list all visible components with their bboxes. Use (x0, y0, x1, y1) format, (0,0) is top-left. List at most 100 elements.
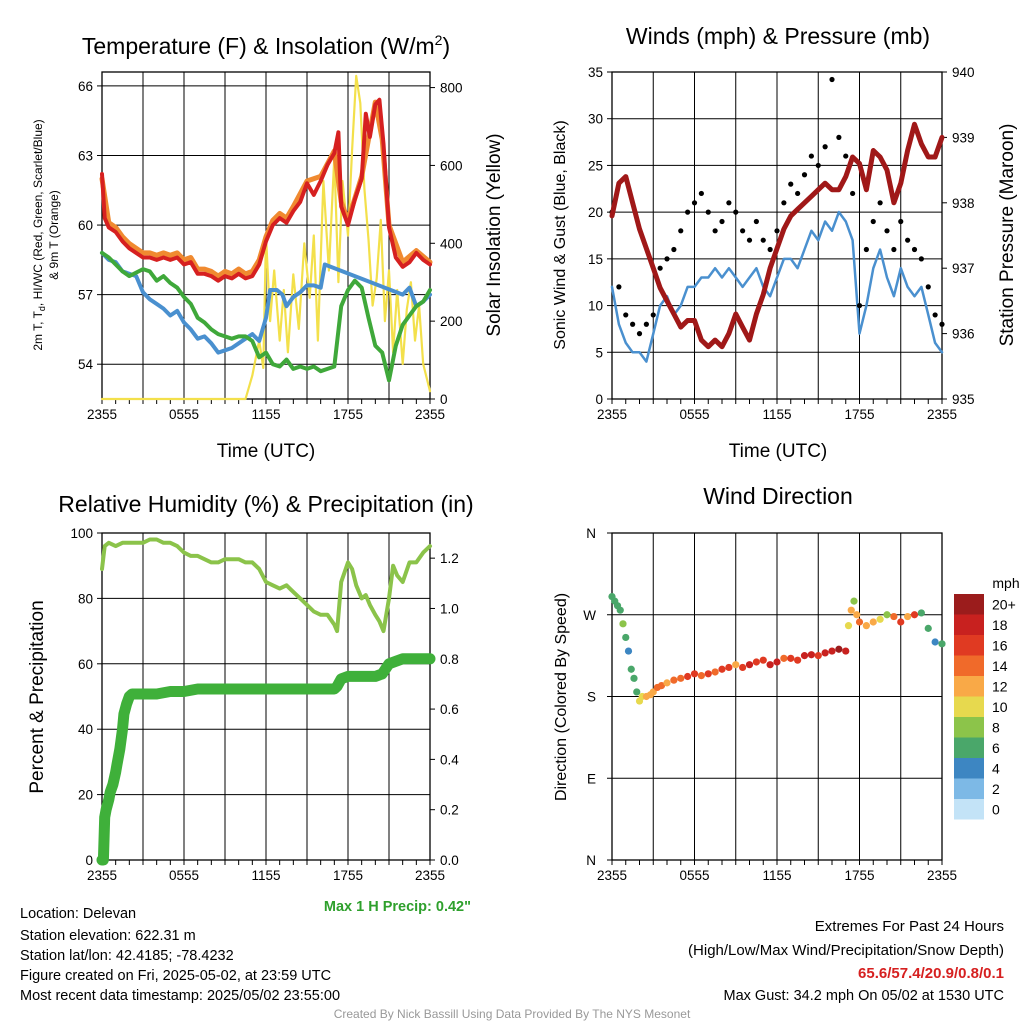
wind-gust-point (685, 209, 691, 215)
dir-point (663, 679, 671, 687)
wind-gust-point (719, 218, 725, 225)
rh-ytick-label: 40 (78, 722, 93, 737)
temp-ytick-label: 54 (78, 357, 94, 372)
wind-gust-point (836, 134, 842, 140)
colorbar-swatch (954, 696, 984, 717)
dir-ytick-label: S (587, 690, 596, 705)
dir-point (780, 654, 788, 662)
wind-y2tick-label: 936 (952, 327, 975, 342)
dir-point (725, 663, 733, 672)
colorbar-title: mph (992, 575, 1019, 591)
dir-point (910, 611, 919, 619)
wind-gust-point (636, 331, 643, 337)
colorbar-swatch (954, 614, 984, 635)
dir-point (619, 620, 627, 628)
temp-y2tick-label: 0 (440, 392, 448, 407)
colorbar-swatch (954, 778, 984, 799)
colorbar-swatch (954, 635, 984, 656)
wind-gust-point (822, 144, 828, 150)
wind-gust-point (767, 246, 773, 253)
wind-gust-point (643, 321, 649, 327)
dir-point (853, 611, 861, 619)
dir-ytick-label: N (586, 853, 596, 868)
rh-ylabel: Percent & Precipitation (27, 600, 48, 793)
temp-series-red (100, 97, 432, 283)
dir-point (787, 654, 795, 662)
colorbar-label: 2 (992, 781, 1000, 797)
dir-point (821, 649, 829, 657)
wind-gust-point (911, 246, 918, 253)
wind-gust-point (623, 312, 629, 318)
wind-ytick-label: 15 (588, 252, 603, 267)
colorbar-swatch (954, 594, 984, 615)
temp-y2tick-label: 400 (440, 236, 463, 251)
temp-xlabel: Time (UTC) (217, 441, 316, 462)
wind-gust-point (630, 321, 636, 327)
wind-gust-point (898, 218, 904, 225)
temp-series-yellow (100, 74, 432, 401)
wind-y2label: Station Pressure (Maroon) (997, 124, 1018, 347)
rh-series-precip (96, 653, 436, 866)
extremes-legend: (High/Low/Max Wind/Precipitation/Snow De… (688, 942, 1004, 959)
dir-point (855, 618, 864, 626)
dir-point (616, 606, 624, 614)
wind-gust-point (671, 246, 677, 253)
rh-y2tick-label: 0.8 (440, 652, 459, 667)
colorbar-label: 0 (992, 801, 1000, 817)
wind-xlabel: Time (UTC) (729, 441, 828, 462)
temp-ytick-label: 63 (78, 148, 93, 163)
temp-xtick-label: 0555 (169, 407, 199, 422)
wind-xtick-label: 2355 (927, 407, 957, 422)
wind-gust-point (650, 312, 656, 318)
wind-gust-point (925, 284, 931, 290)
temp-y2tick-label: 800 (440, 81, 463, 96)
dir-point (773, 658, 781, 666)
wind-gust-point (843, 153, 849, 159)
dir-point (690, 670, 699, 678)
wind-ytick-label: 0 (595, 392, 603, 407)
dir-ytick-label: W (583, 608, 596, 623)
wind-chart-title: Winds (mph) & Pressure (mb) (626, 23, 930, 49)
wind-y2tick-label: 939 (952, 130, 975, 145)
rh-y2tick-label: 0.0 (440, 853, 459, 868)
max-gust: Max Gust: 34.2 mph On 05/02 at 1530 UTC (723, 988, 1004, 1004)
colorbar-label: 4 (992, 760, 1000, 776)
temp-y2tick-label: 200 (440, 314, 463, 329)
wind-gust-point (705, 209, 711, 215)
credit-line: Created By Nick Bassill Using Data Provi… (333, 1007, 691, 1021)
wind-ytick-label: 20 (588, 205, 603, 220)
temp-ylabel: 2m T, Td, HI/WC (Red, Green, Scarlet/Blu… (31, 119, 47, 350)
rh-xtick-label: 1755 (333, 868, 363, 883)
wind-gust-point (788, 181, 794, 187)
wind-ytick-label: 5 (595, 345, 603, 360)
dir-point (677, 674, 685, 682)
dir-point (697, 672, 705, 680)
colorbar-swatch (954, 737, 984, 758)
dir-point (807, 651, 815, 659)
wind-gust-point (712, 228, 718, 234)
dir-point (924, 624, 932, 632)
dir-point (657, 682, 666, 690)
temp-series-blue (100, 250, 432, 355)
dir-point (890, 612, 898, 621)
temp-y2label: Solar Insolation (Yellow) (484, 133, 505, 336)
rh-y2tick-label: 1.2 (440, 551, 459, 566)
dir-point (630, 674, 638, 682)
dir-point (718, 665, 726, 673)
wind-gust-point (760, 237, 766, 243)
wind-gust-point (801, 172, 808, 178)
dir-point (869, 618, 877, 626)
wind-gust-point (932, 312, 938, 318)
wind-gust-point (870, 218, 876, 225)
colorbar-label: 6 (992, 740, 1000, 756)
figure-created: Figure created on Fri, 2025-05-02, at 23… (20, 968, 332, 984)
extremes-values: 65.6/57.4/20.9/0.8/0.1 (858, 965, 1004, 982)
dir-point (876, 615, 884, 623)
wind-ylabel: Sonic Wind & Gust (Blue, Black) (552, 120, 569, 349)
dir-point (800, 652, 809, 660)
dir-point (917, 609, 925, 617)
temp-xtick-label: 2355 (415, 407, 445, 422)
dir-point (850, 597, 858, 605)
wind-gust-point (698, 190, 704, 197)
